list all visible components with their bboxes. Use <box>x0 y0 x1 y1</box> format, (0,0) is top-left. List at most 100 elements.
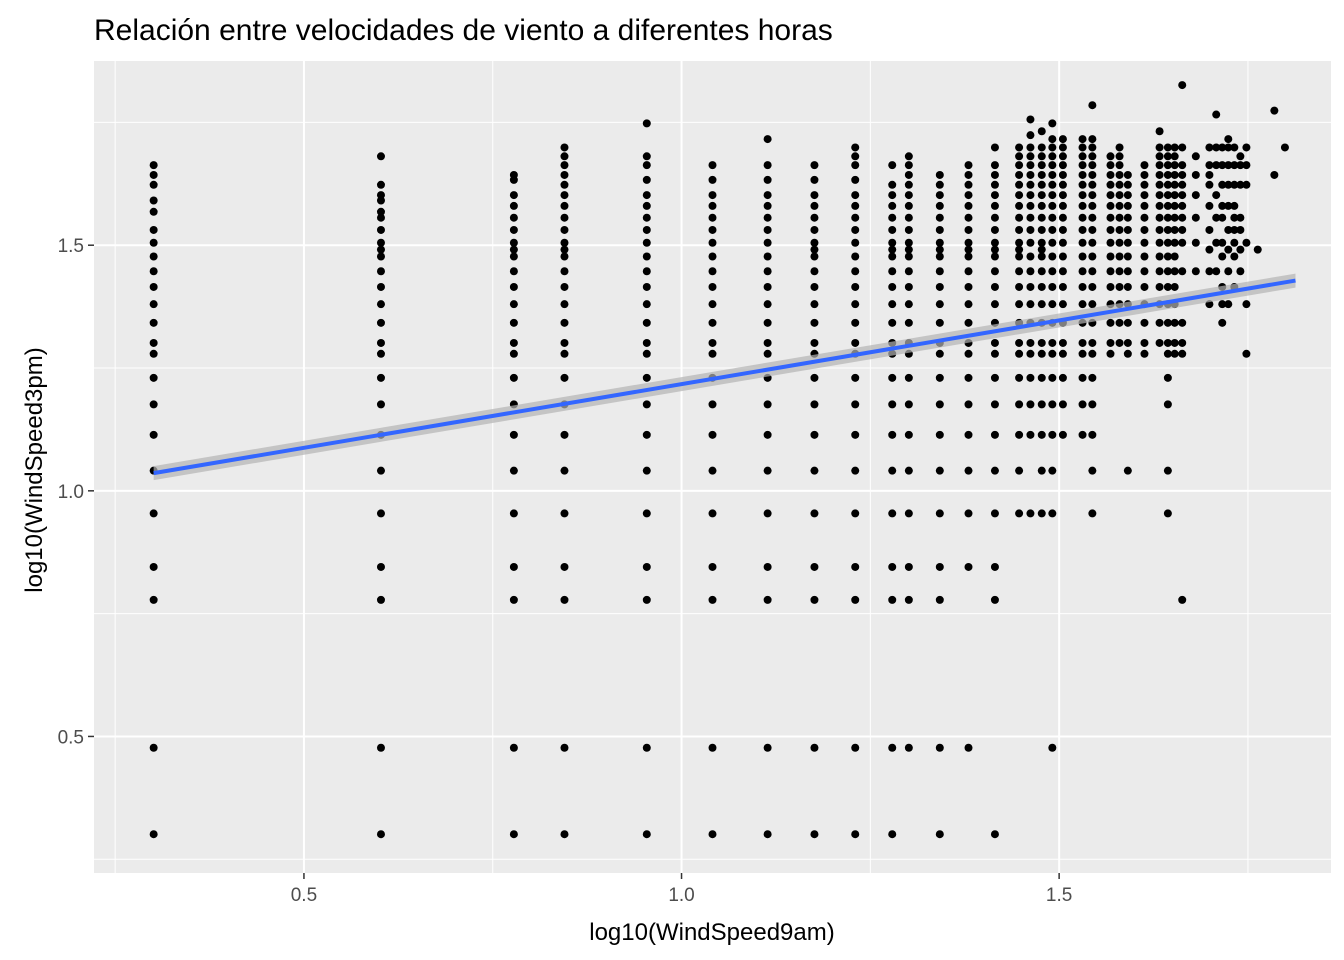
data-point <box>990 282 999 291</box>
data-point <box>1048 267 1057 276</box>
data-point <box>810 252 819 261</box>
data-point <box>851 161 860 170</box>
data-point <box>1191 152 1200 161</box>
data-point <box>935 191 944 200</box>
data-point <box>560 595 569 604</box>
data-point <box>1236 152 1245 161</box>
data-point <box>888 238 897 247</box>
data-point <box>763 213 772 222</box>
data-point <box>1170 349 1179 358</box>
data-point <box>1026 170 1035 179</box>
data-point <box>1026 143 1035 152</box>
data-point <box>810 338 819 347</box>
data-point <box>990 466 999 475</box>
data-point <box>888 225 897 234</box>
data-point <box>1140 238 1149 247</box>
data-point <box>888 509 897 518</box>
data-point <box>708 161 717 170</box>
data-point <box>888 373 897 382</box>
data-point <box>1191 191 1200 200</box>
data-point <box>1026 238 1035 247</box>
data-point <box>1115 338 1124 347</box>
data-point <box>376 300 385 309</box>
data-point <box>964 400 973 409</box>
data-point <box>1088 373 1097 382</box>
data-point <box>1163 225 1172 234</box>
data-point <box>1205 245 1214 254</box>
data-point <box>642 373 651 382</box>
data-point <box>851 743 860 752</box>
data-point <box>935 318 944 327</box>
data-point <box>376 213 385 222</box>
data-point <box>642 175 651 184</box>
data-point <box>149 282 158 291</box>
data-point <box>1078 152 1087 161</box>
data-point <box>964 562 973 571</box>
data-point <box>904 161 913 170</box>
data-point <box>1236 161 1245 170</box>
data-point <box>1170 225 1179 234</box>
data-point <box>1178 180 1187 189</box>
data-point <box>1242 143 1251 152</box>
data-point <box>904 743 913 752</box>
data-point <box>708 300 717 309</box>
data-point <box>1106 282 1115 291</box>
data-point <box>1058 213 1067 222</box>
data-point <box>1236 225 1245 234</box>
data-point <box>1037 400 1046 409</box>
data-point <box>376 562 385 571</box>
data-point <box>763 509 772 518</box>
data-point <box>810 238 819 247</box>
data-point <box>1088 191 1097 200</box>
data-point <box>1212 267 1221 276</box>
data-point <box>1058 349 1067 358</box>
data-point <box>810 245 819 254</box>
data-point <box>1212 238 1221 247</box>
data-point <box>1230 213 1239 222</box>
data-point <box>708 430 717 439</box>
data-point <box>964 201 973 210</box>
data-point <box>1123 282 1132 291</box>
data-point <box>1163 282 1172 291</box>
data-point <box>763 349 772 358</box>
data-point <box>1115 143 1124 152</box>
data-point <box>1140 349 1149 358</box>
data-point <box>1088 225 1097 234</box>
data-point <box>1170 180 1179 189</box>
data-point <box>1015 180 1024 189</box>
data-point <box>810 595 819 604</box>
data-point <box>1224 135 1233 144</box>
x-axis-title: log10(WindSpeed9am) <box>589 919 834 946</box>
data-point <box>149 830 158 839</box>
data-point <box>1088 466 1097 475</box>
data-point <box>810 225 819 234</box>
data-point <box>509 225 518 234</box>
data-point <box>935 562 944 571</box>
data-point <box>1140 225 1149 234</box>
data-point <box>376 152 385 161</box>
data-point <box>1106 213 1115 222</box>
data-point <box>810 743 819 752</box>
data-point <box>990 267 999 276</box>
data-point <box>1224 267 1233 276</box>
data-point <box>1218 238 1227 247</box>
data-point <box>1078 213 1087 222</box>
data-point <box>1212 191 1221 200</box>
data-point <box>1106 318 1115 327</box>
data-point <box>964 161 973 170</box>
data-point <box>1170 338 1179 347</box>
data-point <box>1048 180 1057 189</box>
x-tick-label: 1.0 <box>668 885 694 906</box>
data-point <box>904 252 913 261</box>
data-point <box>904 300 913 309</box>
data-point <box>1078 338 1087 347</box>
data-point <box>1015 282 1024 291</box>
data-point <box>851 509 860 518</box>
data-point <box>990 373 999 382</box>
data-point <box>1123 338 1132 347</box>
y-tick-label: 1.0 <box>58 482 84 503</box>
data-point <box>708 466 717 475</box>
data-point <box>1224 161 1233 170</box>
data-point <box>1163 318 1172 327</box>
data-point <box>810 213 819 222</box>
